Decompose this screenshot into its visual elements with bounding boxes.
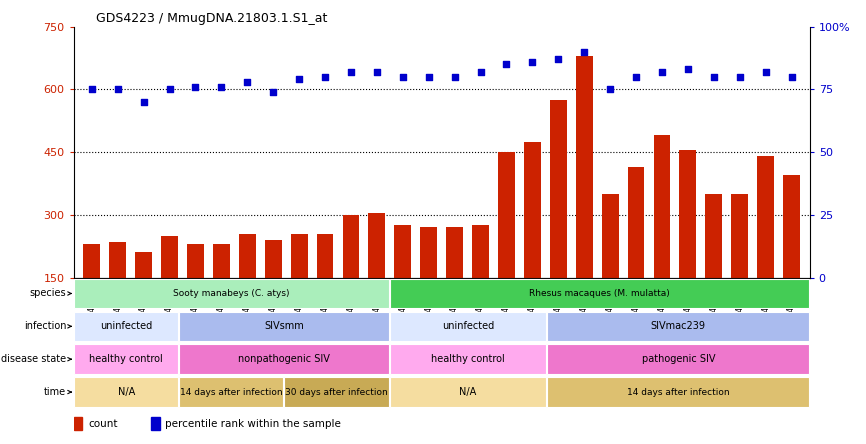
Text: Sooty manabeys (C. atys): Sooty manabeys (C. atys) [173, 289, 289, 298]
Bar [654, 135, 670, 340]
Point [111, 86, 125, 93]
Point [759, 68, 772, 75]
Point [266, 88, 280, 95]
Bar [472, 225, 489, 340]
Point [785, 73, 798, 80]
Bar [628, 166, 644, 340]
Point [318, 73, 332, 80]
Point [578, 48, 591, 56]
Bar [390, 312, 546, 341]
Bar [368, 213, 385, 340]
Text: 14 days after infection: 14 days after infection [180, 388, 282, 396]
Bar [706, 194, 722, 340]
Bar [161, 236, 178, 340]
Text: N/A: N/A [459, 387, 476, 397]
Text: uninfected: uninfected [100, 321, 152, 331]
Bar [284, 377, 389, 407]
Bar [179, 345, 389, 374]
Point [189, 83, 203, 91]
Bar [547, 345, 809, 374]
Bar [109, 242, 126, 340]
Bar [550, 100, 566, 340]
Bar [265, 240, 281, 340]
Bar [602, 194, 618, 340]
Bar [187, 244, 204, 340]
Bar [135, 252, 152, 340]
Bar [74, 312, 178, 341]
Text: healthy control: healthy control [89, 354, 163, 364]
Text: Rhesus macaques (M. mulatta): Rhesus macaques (M. mulatta) [529, 289, 669, 298]
Point [344, 68, 358, 75]
Bar [757, 156, 774, 340]
Text: species: species [29, 289, 66, 298]
Text: time: time [44, 387, 66, 397]
Text: pathogenic SIV: pathogenic SIV [642, 354, 715, 364]
Text: count: count [88, 419, 118, 428]
Bar [291, 234, 307, 340]
Bar [74, 279, 389, 308]
Text: SIVmac239: SIVmac239 [650, 321, 706, 331]
Point [733, 73, 746, 80]
Text: infection: infection [23, 321, 66, 331]
Bar [74, 377, 178, 407]
Bar [213, 244, 229, 340]
Text: healthy control: healthy control [431, 354, 505, 364]
Point [707, 73, 721, 80]
Text: 30 days after infection: 30 days after infection [285, 388, 388, 396]
Text: GDS4223 / MmugDNA.21803.1.S1_at: GDS4223 / MmugDNA.21803.1.S1_at [95, 12, 327, 25]
Text: percentile rank within the sample: percentile rank within the sample [165, 419, 341, 428]
Point [370, 68, 384, 75]
Bar [394, 225, 411, 340]
Point [526, 58, 540, 65]
Bar [317, 234, 333, 340]
Bar [498, 152, 515, 340]
Bar [446, 227, 463, 340]
Bar [390, 377, 546, 407]
Point [163, 86, 177, 93]
Point [241, 78, 255, 85]
Bar [74, 345, 178, 374]
Bar [783, 175, 800, 340]
Bar [74, 417, 82, 430]
Bar [390, 279, 809, 308]
Bar [390, 345, 546, 374]
Point [292, 76, 306, 83]
Point [474, 68, 488, 75]
Point [655, 68, 669, 75]
Point [85, 86, 99, 93]
Bar [239, 234, 255, 340]
Point [552, 56, 565, 63]
Bar [151, 417, 159, 430]
Bar [576, 56, 592, 340]
Point [422, 73, 436, 80]
Point [500, 61, 514, 68]
Bar [179, 377, 283, 407]
Bar [83, 244, 100, 340]
Text: SIVsmm: SIVsmm [264, 321, 304, 331]
Bar [731, 194, 748, 340]
Text: nonpathogenic SIV: nonpathogenic SIV [238, 354, 330, 364]
Bar [547, 312, 809, 341]
Bar [420, 227, 437, 340]
Point [396, 73, 410, 80]
Bar [680, 150, 696, 340]
Text: uninfected: uninfected [442, 321, 494, 331]
Point [604, 86, 617, 93]
Bar [524, 142, 540, 340]
Point [215, 83, 229, 91]
Text: 14 days after infection: 14 days after infection [627, 388, 729, 396]
Point [681, 66, 695, 73]
Bar [343, 215, 359, 340]
Bar [547, 377, 809, 407]
Bar [179, 312, 389, 341]
Point [137, 99, 151, 106]
Point [448, 73, 462, 80]
Point [629, 73, 643, 80]
Text: disease state: disease state [1, 354, 66, 364]
Text: N/A: N/A [118, 387, 135, 397]
